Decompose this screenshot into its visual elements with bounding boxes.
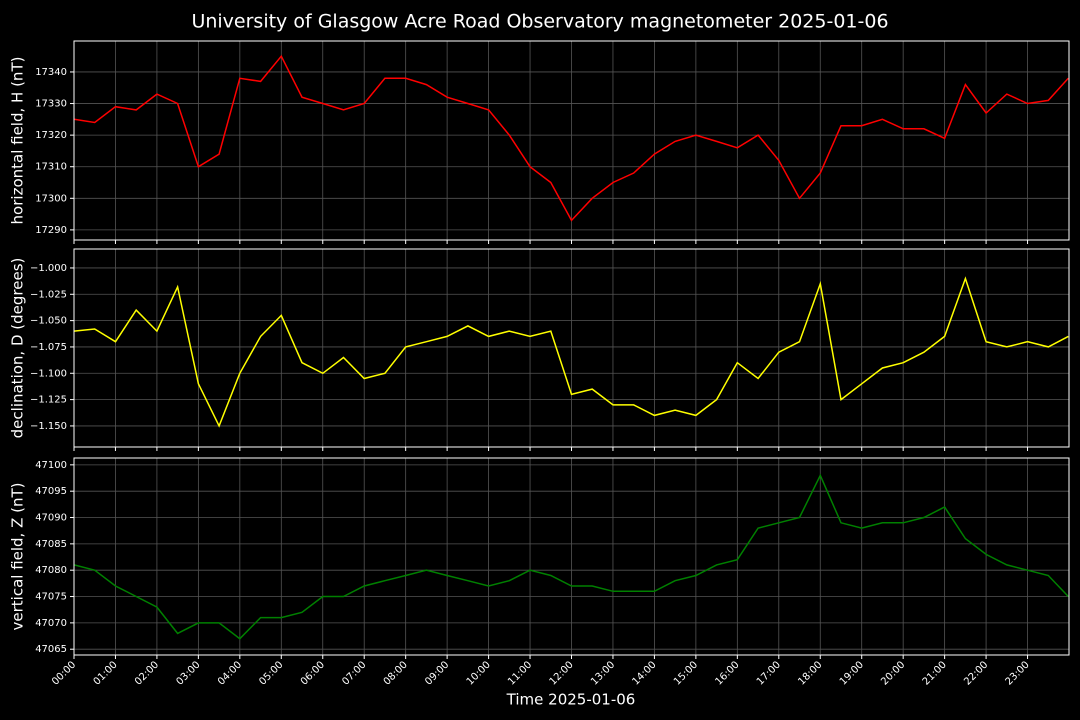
y-tick-label: −1.125: [30, 395, 67, 406]
x-tick-label: 13:00: [589, 659, 617, 687]
x-tick-label: 01:00: [92, 659, 120, 687]
plot-area: [74, 54, 1069, 222]
x-tick-label: 11:00: [506, 659, 534, 687]
y-tick-label: −1.150: [30, 421, 67, 432]
y-tick-label: 47100: [35, 460, 67, 471]
figure-title: University of Glasgow Acre Road Observat…: [191, 11, 888, 33]
y-tick-label: −1.075: [30, 342, 67, 353]
data-line: [74, 276, 1069, 428]
x-tick-label: 23:00: [1004, 659, 1032, 687]
y-tick-label: 17330: [35, 99, 67, 110]
x-tick-label: 06:00: [299, 659, 327, 687]
y-axis-label: horizontal field, H (nT): [9, 57, 27, 225]
axes-frame: [73, 248, 1070, 448]
x-tick-label: 09:00: [423, 659, 451, 687]
y-tick-label: 17290: [35, 225, 67, 236]
x-tick-label: 15:00: [672, 659, 700, 687]
x-tick-label: 08:00: [382, 659, 410, 687]
data-line: [74, 54, 1069, 222]
axes-frame: [73, 457, 1070, 656]
x-axis-label: Time 2025-01-06: [506, 691, 636, 709]
axes-frame: [73, 40, 1070, 241]
y-tick-label: 17320: [35, 130, 67, 141]
data-line: [74, 473, 1069, 640]
y-tick-label: −1.050: [30, 316, 67, 327]
plot-area: [74, 276, 1069, 428]
x-tick-label: 05:00: [257, 659, 285, 687]
y-tick-label: 47080: [35, 565, 67, 576]
y-tick-label: −1.000: [30, 263, 67, 274]
y-tick-label: 47070: [35, 618, 67, 629]
x-tick-label: 10:00: [465, 659, 493, 687]
plot-area: [74, 473, 1069, 640]
y-tick-label: 17300: [35, 193, 67, 204]
y-tick-label: 47065: [35, 644, 67, 655]
x-tick-label: 03:00: [174, 659, 202, 687]
x-tick-label: 18:00: [796, 659, 824, 687]
y-tick-label: 47090: [35, 513, 67, 524]
y-axis-label: declination, D (degrees): [9, 258, 27, 439]
y-tick-label: −1.025: [30, 289, 67, 300]
y-tick-label: 17310: [35, 162, 67, 173]
x-tick-label: 02:00: [133, 659, 161, 687]
x-tick-label: 12:00: [548, 659, 576, 687]
x-tick-label: 22:00: [962, 659, 990, 687]
x-tick-label: 14:00: [630, 659, 658, 687]
x-tick-label: 17:00: [755, 659, 783, 687]
x-tick-label: 00:00: [50, 659, 78, 687]
y-tick-label: 47085: [35, 539, 67, 550]
x-tick-label: 16:00: [713, 659, 741, 687]
x-tick-label: 19:00: [838, 659, 866, 687]
x-tick-label: 04:00: [216, 659, 244, 687]
x-tick-label: 21:00: [921, 659, 949, 687]
y-tick-label: −1.100: [30, 368, 67, 379]
x-tick-label: 20:00: [879, 659, 907, 687]
y-tick-label: 17340: [35, 67, 67, 78]
y-tick-label: 47075: [35, 592, 67, 603]
y-tick-label: 47095: [35, 486, 67, 497]
x-tick-label: 07:00: [340, 659, 368, 687]
y-axis-label: vertical field, Z (nT): [9, 482, 27, 630]
